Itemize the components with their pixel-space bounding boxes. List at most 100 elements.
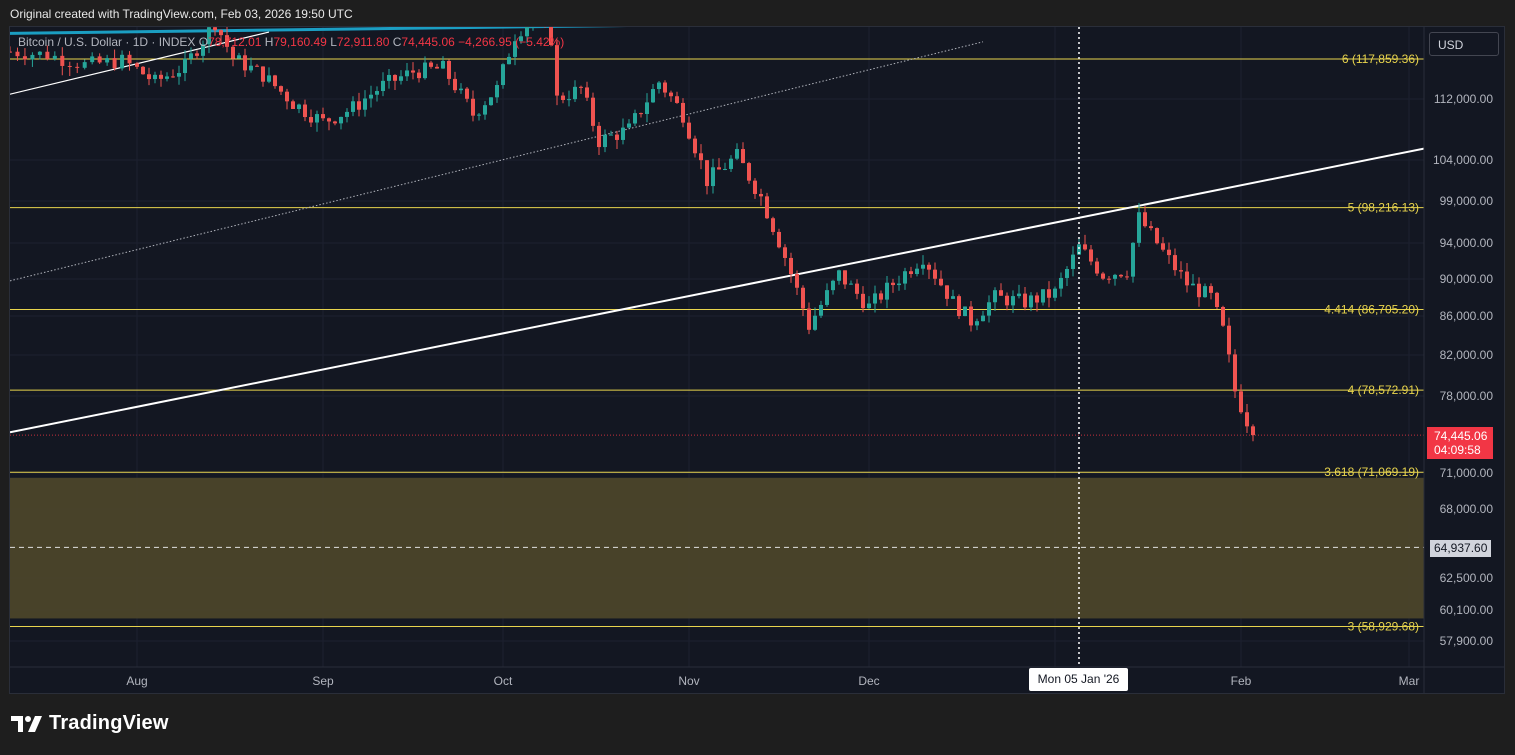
- low-value: 72,911.80: [336, 35, 390, 49]
- candle-body: [1251, 426, 1255, 436]
- candle-body: [705, 160, 709, 187]
- close-label: C: [392, 35, 402, 49]
- candle-body: [873, 293, 877, 304]
- candle-body: [795, 274, 799, 288]
- candle-body: [1035, 295, 1039, 303]
- candle-body: [1077, 244, 1081, 255]
- price-axis-label: 94,000.00: [1440, 236, 1494, 250]
- candle-body: [237, 55, 241, 59]
- candle-body: [291, 101, 295, 109]
- candle-body: [1053, 288, 1057, 298]
- candle-body: [255, 65, 259, 67]
- candle-body: [747, 163, 751, 181]
- high-label: H: [264, 35, 274, 49]
- candle-body: [789, 257, 793, 275]
- candle-body: [597, 125, 601, 148]
- symbol-legend[interactable]: Bitcoin / U.S. Dollar · 1D · INDEX O78,7…: [18, 35, 564, 49]
- price-axis-label: 57,900.00: [1440, 634, 1494, 648]
- candle-body: [639, 113, 643, 115]
- fib-level-label: 3.618 (71,069.19): [1324, 465, 1419, 479]
- candle-body: [915, 268, 919, 275]
- tradingview-brand[interactable]: TradingView: [11, 712, 169, 735]
- time-axis-label: Feb: [1231, 674, 1252, 688]
- candle-body: [729, 158, 733, 169]
- candle-body: [267, 75, 271, 82]
- price-axis-label: 90,000.00: [1440, 272, 1494, 286]
- candle-body: [1023, 293, 1027, 308]
- candle-body: [90, 56, 95, 63]
- candle-body: [1155, 228, 1159, 244]
- candle-body: [1089, 249, 1093, 262]
- candle-body: [231, 46, 235, 59]
- candle-body: [1221, 307, 1225, 326]
- candle-body: [675, 96, 679, 103]
- candle-body: [357, 101, 361, 110]
- candle-body: [1197, 283, 1201, 298]
- candle-body: [771, 218, 775, 232]
- candle-body: [375, 91, 379, 95]
- candle-body: [279, 86, 283, 92]
- candle-body: [1065, 268, 1069, 278]
- candle-body: [1173, 255, 1177, 271]
- candle-body: [351, 101, 355, 112]
- candle-body: [153, 74, 157, 80]
- candle-body: [981, 315, 985, 322]
- time-axis-label: Oct: [494, 674, 513, 688]
- price-axis-label: 112,000.00: [1434, 92, 1493, 106]
- candle-body: [1005, 295, 1009, 306]
- candle-body: [579, 86, 583, 88]
- candle-body: [97, 56, 102, 63]
- candle-body: [207, 27, 211, 45]
- price-axis-label: 82,000.00: [1440, 348, 1494, 362]
- attribution-text: Original created with TradingView.com, F…: [10, 7, 353, 21]
- price-axis-label: 104,000.00: [1433, 153, 1493, 167]
- candle-body: [1203, 286, 1207, 298]
- brand-name: TradingView: [49, 712, 169, 734]
- candle-body: [693, 138, 697, 154]
- candle-body: [327, 118, 331, 122]
- candle-body: [249, 65, 253, 71]
- candle-body: [657, 82, 661, 90]
- candle-body: [1071, 254, 1075, 269]
- candle-body: [987, 302, 991, 316]
- candle-body: [82, 62, 87, 68]
- candle-body: [831, 280, 835, 291]
- candle-body: [1215, 292, 1219, 308]
- candle-body: [939, 278, 943, 286]
- candle-body: [1179, 270, 1183, 272]
- horizontal-level-tag: 64,937.60: [1430, 540, 1492, 557]
- time-axis-label: Dec: [858, 674, 879, 688]
- price-chart[interactable]: 6 (117,859.36) 5 (98,216.13) 4.414 (86,705…: [10, 27, 1504, 693]
- candle-body: [555, 45, 559, 96]
- candle-body: [459, 88, 463, 91]
- candle-body: [963, 306, 967, 317]
- candle-body: [567, 99, 571, 101]
- close-value: 74,445.06: [401, 35, 455, 49]
- candle-body: [699, 153, 703, 161]
- candle-body: [813, 315, 817, 330]
- candle-body: [495, 85, 499, 98]
- candle-body: [1209, 286, 1213, 293]
- candle-body: [825, 290, 829, 305]
- candle-body: [1149, 226, 1153, 229]
- candle-body: [867, 303, 871, 309]
- candle-body: [651, 89, 655, 103]
- candle-body: [1059, 277, 1063, 289]
- candle-body: [435, 66, 439, 69]
- candle-body: [171, 76, 175, 78]
- candle-body: [999, 290, 1003, 296]
- candle-body: [183, 58, 187, 74]
- candle-body: [741, 149, 745, 164]
- candle-body: [759, 193, 763, 197]
- candle-body: [243, 55, 247, 71]
- candle-body: [471, 98, 475, 116]
- candle-body: [525, 27, 529, 37]
- candle-body: [711, 167, 715, 187]
- candle-body: [561, 95, 565, 100]
- candle-body: [681, 102, 685, 123]
- candle-body: [477, 114, 481, 116]
- currency-button[interactable]: USD: [1429, 32, 1499, 56]
- candle-body: [45, 51, 50, 59]
- candle-body: [993, 290, 997, 303]
- candle-body: [927, 264, 931, 270]
